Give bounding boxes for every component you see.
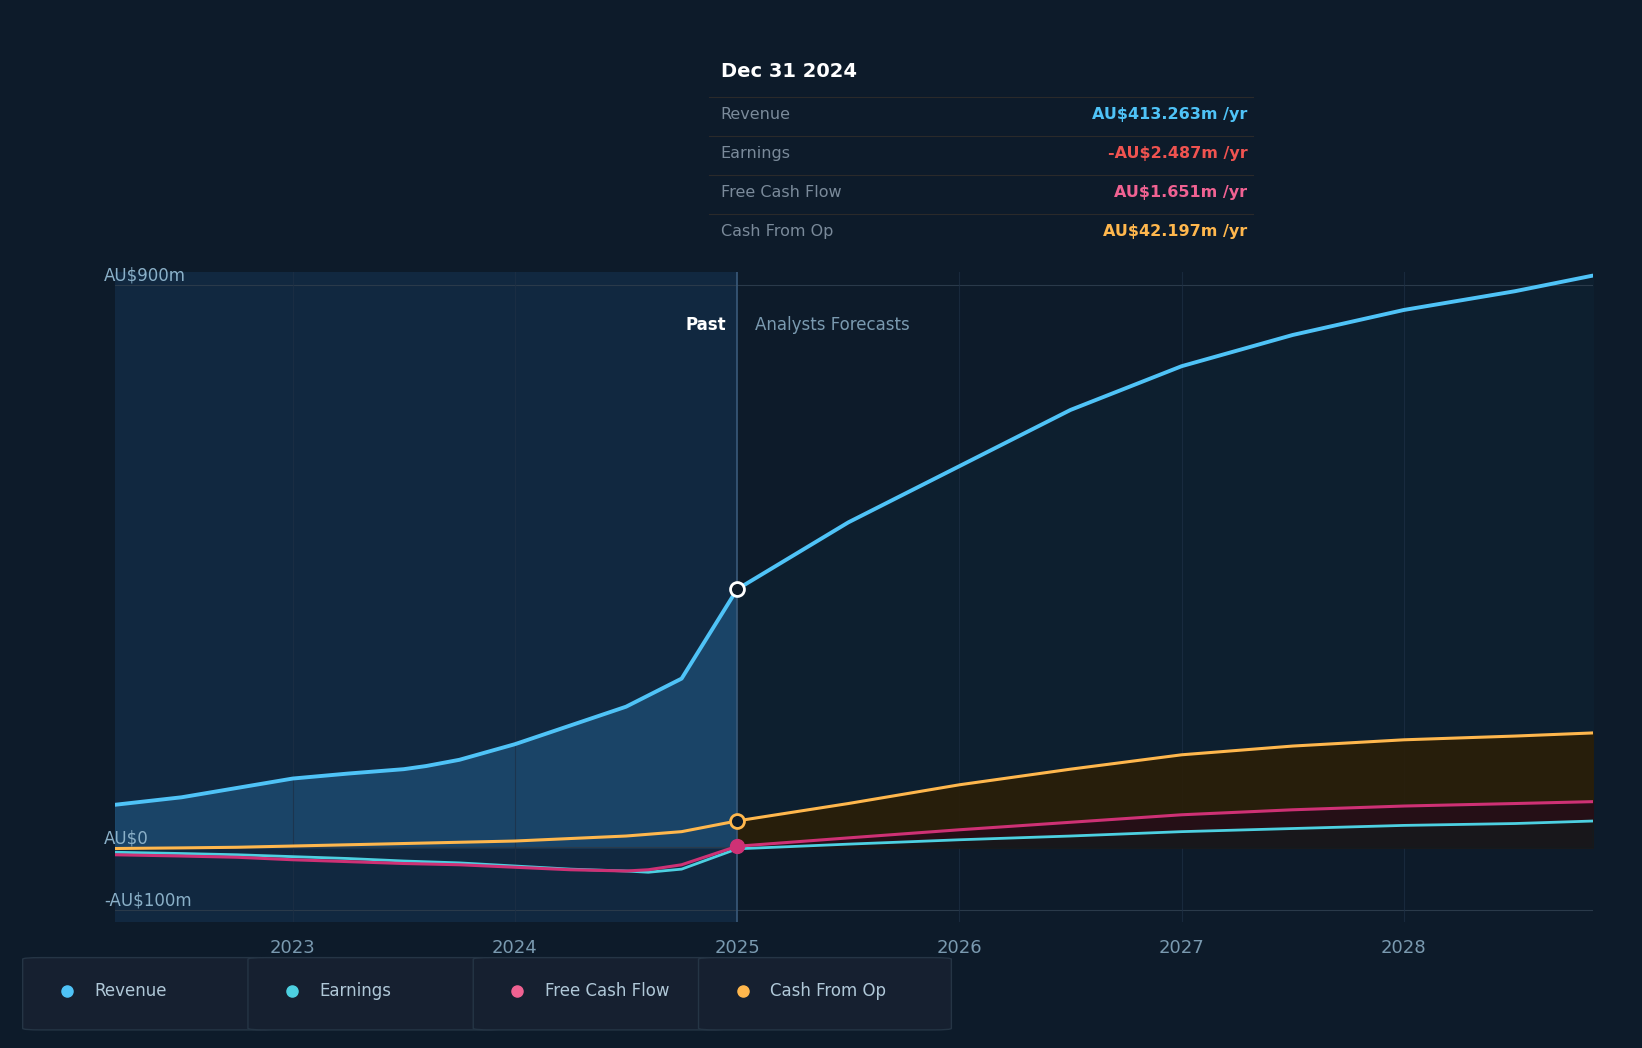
FancyBboxPatch shape (473, 958, 726, 1030)
Text: AU$1.651m /yr: AU$1.651m /yr (1115, 184, 1248, 200)
Text: Past: Past (685, 316, 726, 334)
Text: AU$413.263m /yr: AU$413.263m /yr (1092, 107, 1248, 123)
FancyBboxPatch shape (248, 958, 501, 1030)
Text: Analysts Forecasts: Analysts Forecasts (755, 316, 910, 334)
Text: Free Cash Flow: Free Cash Flow (721, 184, 841, 200)
FancyBboxPatch shape (23, 958, 276, 1030)
Text: Cash From Op: Cash From Op (721, 224, 832, 239)
Text: Earnings: Earnings (721, 146, 790, 161)
Text: Revenue: Revenue (721, 107, 790, 123)
Bar (737, 272, 1593, 922)
Text: Dec 31 2024: Dec 31 2024 (721, 63, 857, 82)
Text: Revenue: Revenue (94, 982, 167, 1001)
Bar (115, 272, 737, 922)
Text: Free Cash Flow: Free Cash Flow (545, 982, 670, 1001)
Text: -AU$100m: -AU$100m (103, 892, 192, 910)
Text: AU$42.197m /yr: AU$42.197m /yr (1103, 224, 1248, 239)
Text: Cash From Op: Cash From Op (770, 982, 887, 1001)
Text: AU$900m: AU$900m (103, 267, 186, 285)
Text: AU$0: AU$0 (103, 829, 148, 847)
Text: -AU$2.487m /yr: -AU$2.487m /yr (1108, 146, 1248, 161)
Text: Earnings: Earnings (320, 982, 392, 1001)
FancyBboxPatch shape (698, 958, 951, 1030)
